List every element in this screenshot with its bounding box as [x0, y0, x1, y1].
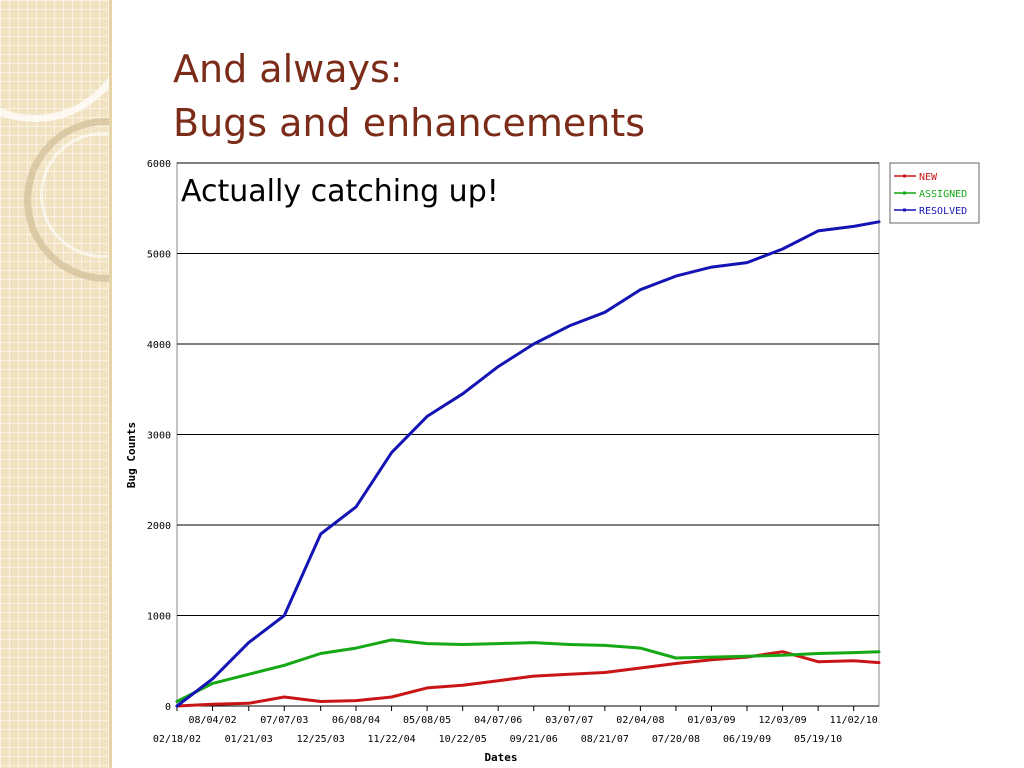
y-tick-label: 0 — [165, 702, 171, 713]
series-lines — [175, 220, 881, 708]
x-tick-label: 12/03/09 — [758, 715, 806, 726]
x-tick-label: 03/07/07 — [545, 715, 593, 726]
x-tick-label: 08/04/02 — [188, 715, 236, 726]
slide-subtitle: Actually catching up! — [181, 174, 499, 209]
x-tick-labels: 02/18/02 08/04/02 01/21/03 07/07/03 12/25/03… — [153, 706, 878, 745]
slide-title-line-1: And always: — [173, 47, 403, 91]
x-tick-label: 09/21/06 — [510, 734, 558, 745]
x-tick-label: 12/25/03 — [297, 734, 345, 745]
x-tick-label: 01/21/03 — [225, 734, 273, 745]
decorative-ring — [0, 0, 112, 122]
legend-label: RESOLVED — [919, 206, 967, 217]
x-tick-label: 07/20/08 — [652, 734, 700, 745]
x-tick-label: 06/08/04 — [332, 715, 380, 726]
slide-title-line-2: Bugs and enhancements — [173, 101, 646, 145]
x-tick-label: 04/07/06 — [474, 715, 522, 726]
chart-legend: NEW ASSIGNED RESOLVED — [889, 162, 980, 224]
x-tick-label: 08/21/07 — [581, 734, 629, 745]
y-axis-label: Bug Counts — [125, 422, 138, 488]
decorative-sidebar — [0, 0, 112, 768]
y-tick-label: 2000 — [147, 521, 171, 532]
x-tick-label: 06/19/09 — [723, 734, 771, 745]
legend-marker — [903, 191, 906, 195]
legend-label: ASSIGNED — [919, 189, 967, 200]
y-tick-label: 1000 — [147, 612, 171, 623]
y-tick-label: 4000 — [147, 340, 171, 351]
x-tick-label: 10/22/05 — [439, 734, 487, 745]
x-tick-label: 11/02/10 — [830, 715, 878, 726]
x-tick-label: 02/04/08 — [616, 715, 664, 726]
gridlines — [177, 162, 879, 707]
x-tick-label: 05/08/05 — [403, 715, 451, 726]
legend-marker — [903, 208, 906, 212]
x-tick-label: 01/03/09 — [687, 715, 735, 726]
legend-marker — [903, 174, 906, 178]
legend-label: NEW — [919, 172, 938, 183]
slide-title: And always: Bugs and enhancements — [173, 42, 645, 150]
series-line-resolved — [175, 220, 881, 708]
y-tick-labels: 0 1000 2000 3000 4000 5000 6000 — [147, 159, 171, 713]
x-tick-label: 07/07/03 — [260, 715, 308, 726]
y-tick-label: 3000 — [147, 431, 171, 442]
x-tick-label: 11/22/04 — [367, 734, 415, 745]
x-tick-label: 02/18/02 — [153, 734, 201, 745]
x-axis-label: Dates — [484, 751, 517, 764]
series-line-assigned — [175, 638, 881, 703]
series-line-new — [175, 650, 881, 708]
x-tick-label: 05/19/10 — [794, 734, 842, 745]
y-tick-label: 5000 — [147, 250, 171, 261]
y-tick-label: 6000 — [147, 159, 171, 170]
